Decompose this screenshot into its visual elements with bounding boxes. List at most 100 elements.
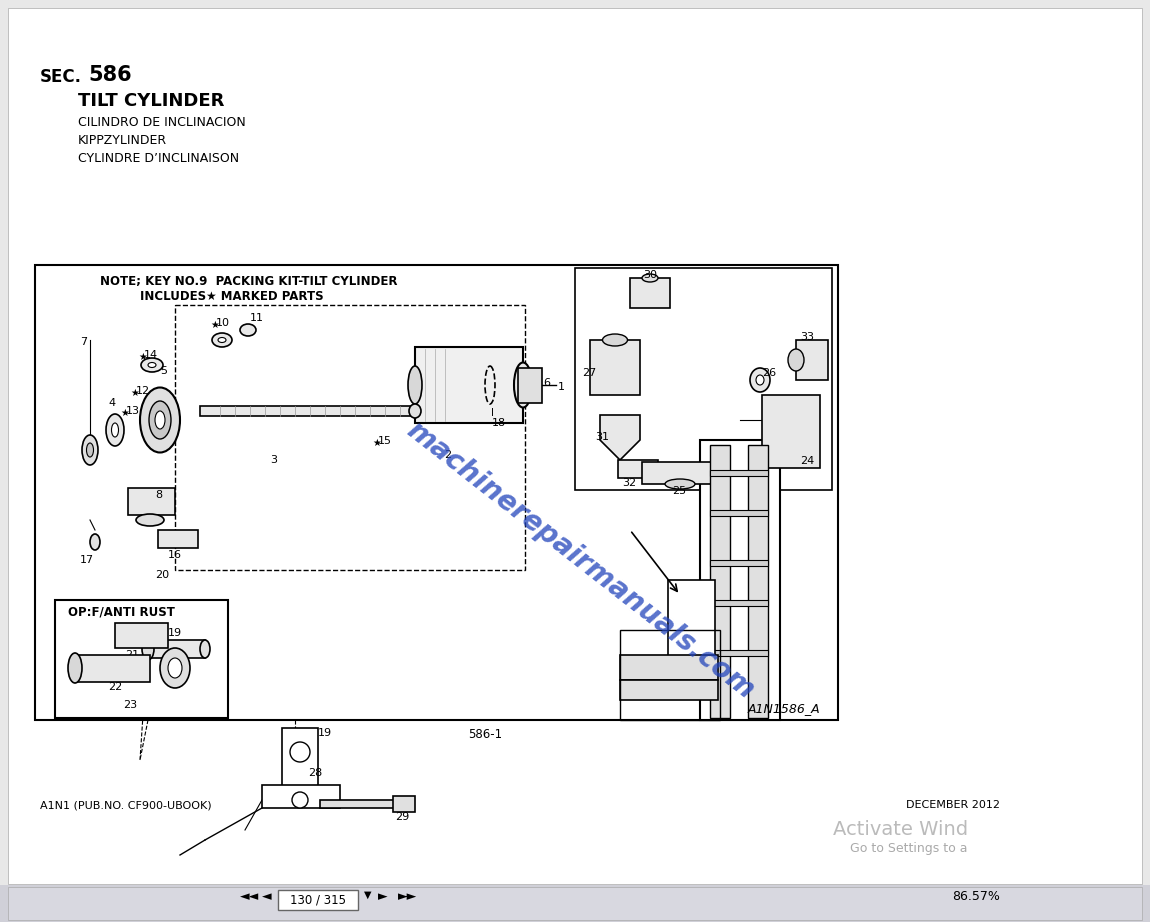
- Text: 12: 12: [136, 386, 151, 396]
- Text: DECEMBER 2012: DECEMBER 2012: [906, 800, 1000, 810]
- Ellipse shape: [212, 333, 232, 347]
- Text: Go to Settings to a: Go to Settings to a: [851, 842, 968, 855]
- Ellipse shape: [168, 658, 182, 678]
- Ellipse shape: [90, 534, 100, 550]
- Text: ★: ★: [130, 388, 139, 398]
- Bar: [590, 340, 641, 395]
- Ellipse shape: [160, 648, 190, 688]
- Text: 130 / 315: 130 / 315: [290, 893, 346, 906]
- Text: 22: 22: [108, 682, 122, 692]
- Ellipse shape: [200, 640, 210, 658]
- Bar: [748, 445, 768, 718]
- Bar: [642, 462, 718, 484]
- Text: 4: 4: [108, 398, 115, 408]
- Ellipse shape: [140, 387, 181, 453]
- Bar: [75, 655, 150, 682]
- Text: 10: 10: [216, 318, 230, 328]
- Text: 5: 5: [160, 366, 167, 376]
- Text: 21: 21: [125, 650, 139, 660]
- Text: 15: 15: [378, 436, 392, 446]
- Text: A1N1 (PUB.NO. CF900-UBOOK): A1N1 (PUB.NO. CF900-UBOOK): [40, 800, 212, 810]
- Ellipse shape: [141, 638, 154, 660]
- Bar: [630, 278, 670, 308]
- Bar: [710, 445, 730, 718]
- Text: ►►: ►►: [398, 890, 417, 903]
- Text: 20: 20: [155, 570, 169, 580]
- Bar: [115, 623, 168, 648]
- Ellipse shape: [408, 366, 422, 404]
- Bar: [0, 885, 1150, 922]
- Text: ★: ★: [210, 320, 218, 330]
- Bar: [710, 560, 768, 566]
- Text: 27: 27: [582, 368, 596, 378]
- Ellipse shape: [136, 514, 164, 526]
- Ellipse shape: [106, 414, 124, 446]
- Bar: [415, 347, 523, 423]
- Text: OP:F/ANTI RUST: OP:F/ANTI RUST: [68, 605, 175, 618]
- Text: SEC.: SEC.: [40, 68, 82, 86]
- Ellipse shape: [642, 274, 658, 282]
- Text: 19: 19: [319, 728, 332, 738]
- Bar: [148, 640, 205, 658]
- Text: 32: 32: [622, 478, 636, 488]
- Text: 8: 8: [155, 490, 162, 500]
- Text: NOTE; KEY NO.9  PACKING KIT-TILT CYLINDER: NOTE; KEY NO.9 PACKING KIT-TILT CYLINDER: [100, 275, 398, 288]
- Text: ★: ★: [120, 408, 129, 418]
- Text: INCLUDES★ MARKED PARTS: INCLUDES★ MARKED PARTS: [140, 290, 323, 303]
- Text: ★: ★: [371, 438, 381, 448]
- Bar: [128, 488, 175, 515]
- Text: 23: 23: [123, 700, 137, 710]
- Ellipse shape: [112, 423, 118, 437]
- Text: 25: 25: [672, 486, 687, 496]
- Bar: [620, 655, 718, 680]
- Text: 586: 586: [89, 65, 131, 85]
- Text: 30: 30: [643, 270, 657, 280]
- Bar: [282, 728, 319, 790]
- Text: 19: 19: [168, 628, 182, 638]
- Bar: [175, 305, 526, 570]
- Bar: [393, 796, 415, 812]
- Text: ◄: ◄: [262, 890, 271, 903]
- Text: machinerepairmanuals.com: machinerepairmanuals.com: [400, 416, 759, 704]
- Text: 17: 17: [81, 555, 94, 565]
- Ellipse shape: [514, 362, 532, 408]
- Text: CYLINDRE D’INCLINAISON: CYLINDRE D’INCLINAISON: [78, 152, 239, 165]
- Ellipse shape: [409, 404, 421, 418]
- Bar: [200, 406, 415, 416]
- Bar: [710, 510, 768, 516]
- Bar: [796, 340, 828, 380]
- Ellipse shape: [141, 358, 163, 372]
- Text: 24: 24: [800, 456, 814, 466]
- Bar: [700, 440, 780, 720]
- Ellipse shape: [150, 401, 171, 439]
- Text: 13: 13: [126, 406, 140, 416]
- Ellipse shape: [86, 443, 93, 457]
- Bar: [620, 630, 720, 720]
- Bar: [668, 580, 715, 660]
- Bar: [575, 268, 831, 490]
- Bar: [320, 800, 398, 808]
- Text: 3: 3: [270, 455, 277, 465]
- Text: 31: 31: [595, 432, 610, 442]
- Text: ▼: ▼: [365, 890, 371, 900]
- Ellipse shape: [750, 368, 771, 392]
- Ellipse shape: [603, 334, 628, 346]
- Text: 11: 11: [250, 313, 264, 323]
- Text: TILT CYLINDER: TILT CYLINDER: [78, 92, 224, 110]
- Ellipse shape: [68, 653, 82, 683]
- Text: 1: 1: [558, 382, 565, 392]
- Bar: [618, 460, 658, 478]
- Text: 18: 18: [492, 418, 506, 428]
- Bar: [278, 890, 358, 910]
- Text: 29: 29: [394, 812, 409, 822]
- Text: 6: 6: [543, 378, 550, 388]
- Bar: [620, 680, 718, 700]
- Text: ►: ►: [378, 890, 388, 903]
- Ellipse shape: [148, 362, 156, 368]
- FancyArrowPatch shape: [631, 532, 677, 591]
- Bar: [262, 785, 340, 808]
- Text: 2: 2: [444, 450, 451, 460]
- Text: 33: 33: [800, 332, 814, 342]
- Circle shape: [290, 742, 310, 762]
- Text: 14: 14: [144, 350, 159, 360]
